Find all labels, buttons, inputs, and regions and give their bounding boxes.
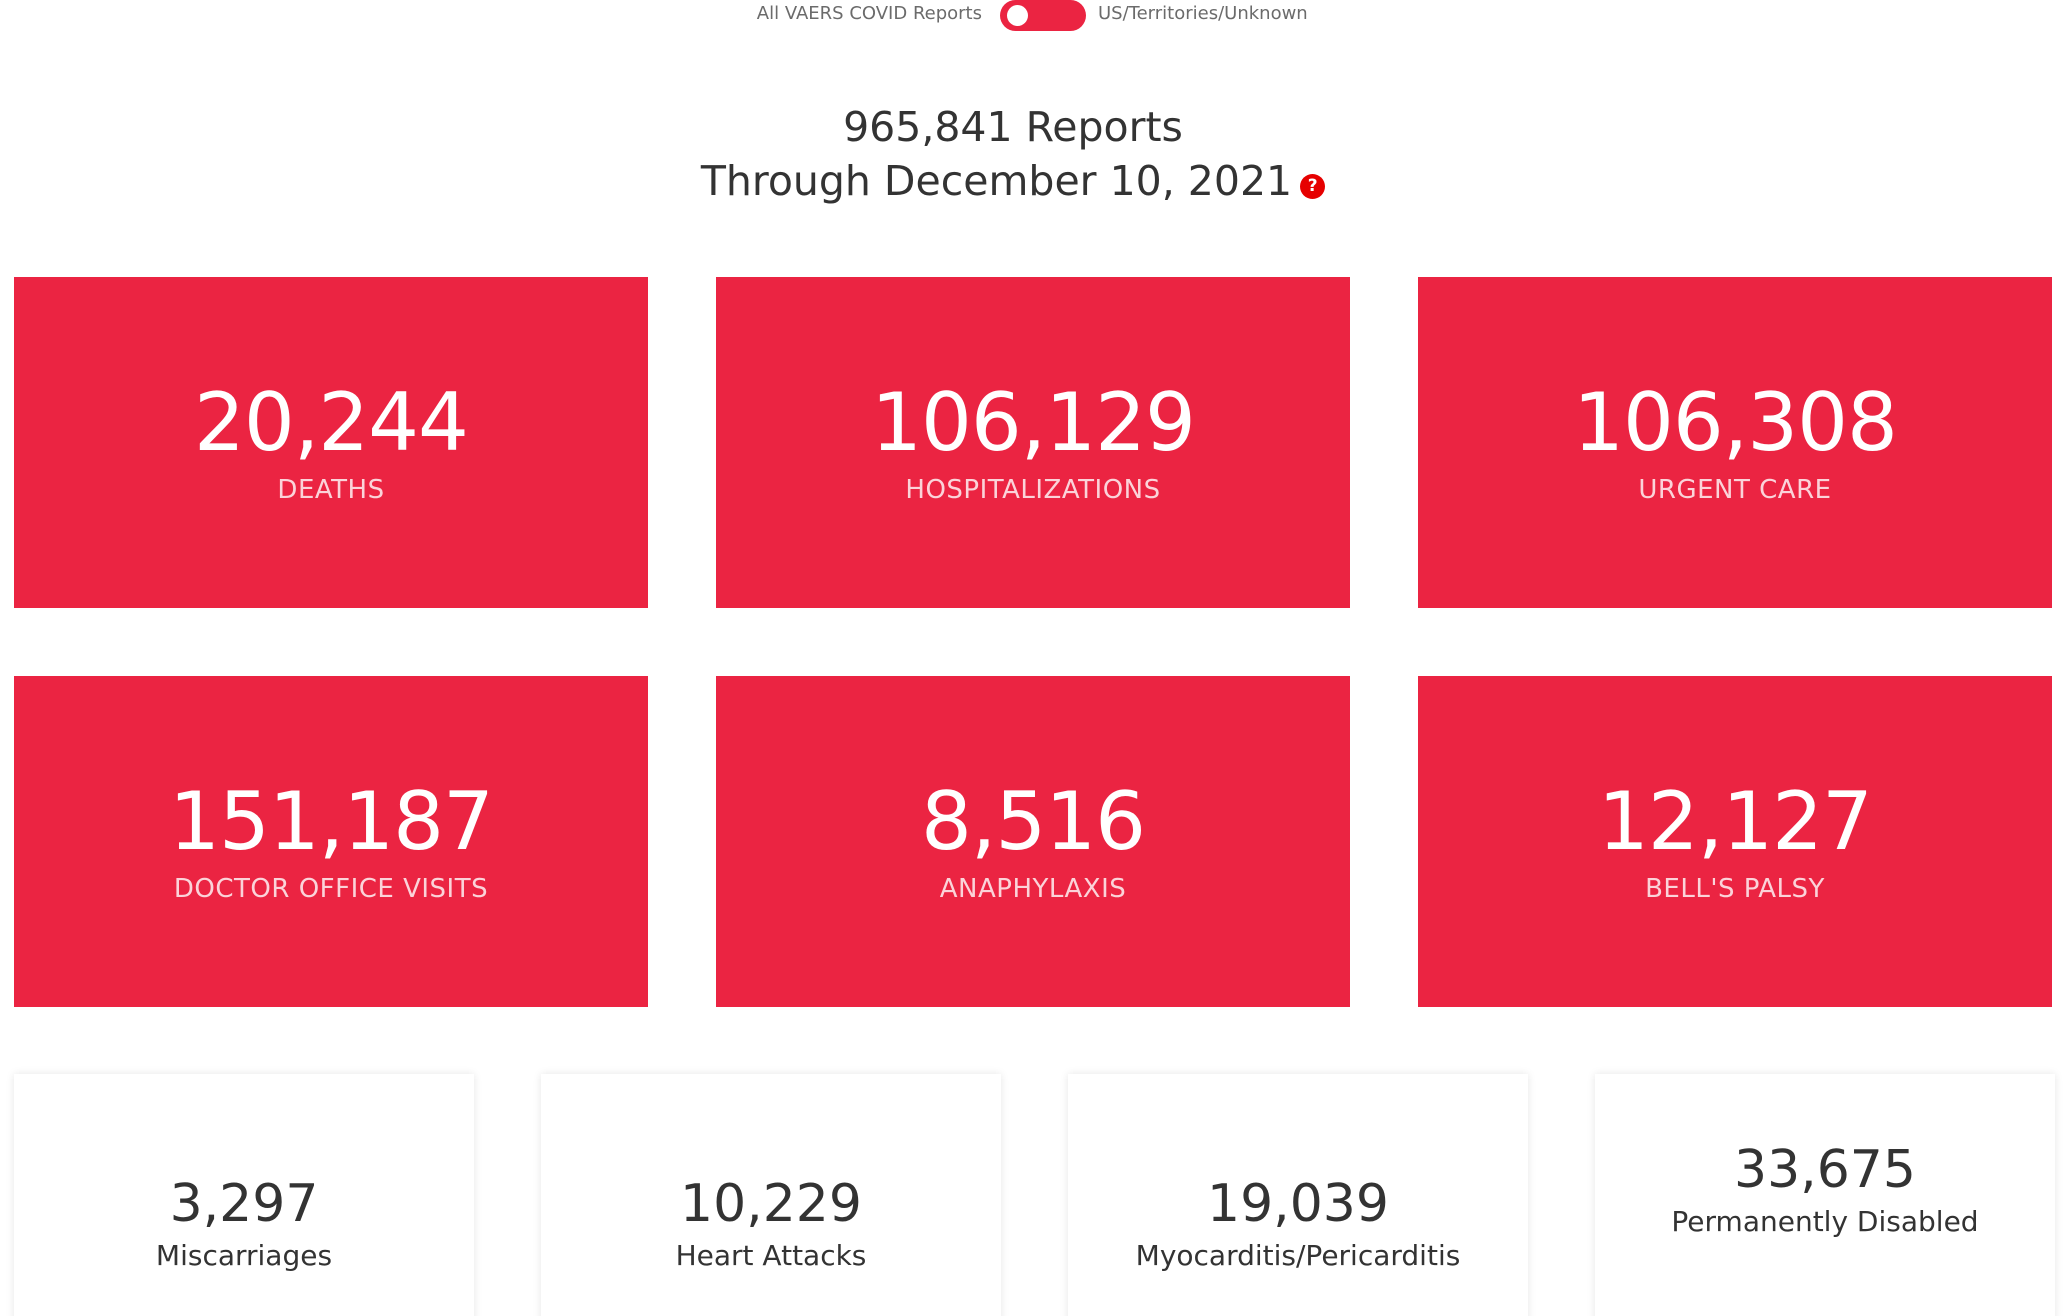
stat-card-deaths: 20,244 DEATHS bbox=[14, 277, 648, 608]
total-reports: 965,841 Reports bbox=[843, 103, 1183, 151]
stat-card-hospitalizations: 106,129 HOSPITALIZATIONS bbox=[716, 277, 1350, 608]
stat-card-miscarriages: 3,297 Miscarriages bbox=[14, 1074, 474, 1316]
stat-label: BELL'S PALSY bbox=[1645, 874, 1825, 904]
stat-value: 106,308 bbox=[1573, 376, 1898, 469]
toggle-label-us-territories[interactable]: US/Territories/Unknown bbox=[1098, 3, 1308, 24]
stat-value: 3,297 bbox=[169, 1174, 319, 1234]
question-circle-icon[interactable]: ? bbox=[1300, 174, 1326, 199]
report-filter-toggle[interactable] bbox=[1000, 0, 1086, 31]
stat-value: 10,229 bbox=[680, 1174, 862, 1234]
report-filter-toggle-bar: All VAERS COVID Reports US/Territories/U… bbox=[0, 0, 2066, 31]
stat-label: URGENT CARE bbox=[1638, 475, 1832, 505]
stat-value: 20,244 bbox=[194, 376, 469, 469]
stat-label: DOCTOR OFFICE VISITS bbox=[173, 874, 489, 904]
stat-value: 8,516 bbox=[920, 775, 1146, 868]
stat-card-permanently-disabled: 33,675 Permanently Disabled bbox=[1595, 1074, 2055, 1316]
stat-label: Heart Attacks bbox=[675, 1239, 867, 1272]
stat-label: Miscarriages bbox=[155, 1239, 333, 1272]
toggle-knob bbox=[1007, 5, 1028, 26]
stat-value: 12,127 bbox=[1598, 775, 1873, 868]
stat-card-bells-palsy: 12,127 BELL'S PALSY bbox=[1418, 676, 2052, 1007]
stat-card-doctor-office-visits: 151,187 DOCTOR OFFICE VISITS bbox=[14, 676, 648, 1007]
through-date: Through December 10, 2021 bbox=[700, 157, 1293, 205]
stat-card-anaphylaxis: 8,516 ANAPHYLAXIS bbox=[716, 676, 1350, 1007]
report-summary: 965,841 Reports Through December 10, 202… bbox=[0, 100, 2026, 208]
through-date-line: Through December 10, 2021? bbox=[0, 154, 2026, 208]
stat-label: ANAPHYLAXIS bbox=[939, 874, 1127, 904]
stat-label: DEATHS bbox=[277, 475, 385, 505]
stat-card-myocarditis-pericarditis: 19,039 Myocarditis/Pericarditis bbox=[1068, 1074, 1528, 1316]
stat-value: 106,129 bbox=[871, 376, 1196, 469]
stat-card-urgent-care: 106,308 URGENT CARE bbox=[1418, 277, 2052, 608]
stat-label: Permanently Disabled bbox=[1671, 1205, 1979, 1238]
stat-card-heart-attacks: 10,229 Heart Attacks bbox=[541, 1074, 1001, 1316]
stat-value: 151,187 bbox=[169, 775, 494, 868]
stat-value: 33,675 bbox=[1734, 1140, 1916, 1200]
stat-label: HOSPITALIZATIONS bbox=[905, 475, 1161, 505]
toggle-label-all-reports[interactable]: All VAERS COVID Reports bbox=[756, 3, 982, 24]
stat-label: Myocarditis/Pericarditis bbox=[1135, 1239, 1461, 1272]
stat-value: 19,039 bbox=[1207, 1174, 1389, 1234]
